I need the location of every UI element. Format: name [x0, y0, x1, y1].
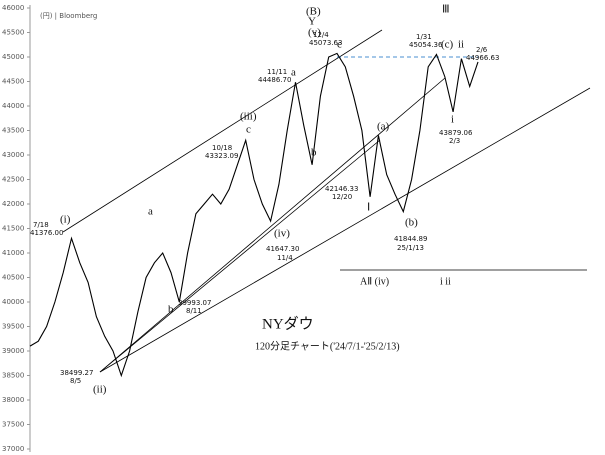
channel-line	[99, 77, 446, 373]
annotation: 25/1/13	[397, 244, 424, 252]
y-tick-label: 38500	[2, 372, 24, 380]
annotation: i ii	[440, 276, 451, 287]
annotation: (円) | Bloomberg	[40, 12, 97, 20]
annotation: (B)	[306, 6, 321, 18]
annotation: Ⅲ	[442, 4, 450, 16]
y-tick-label: 39500	[2, 323, 24, 331]
annotation: 45054.36	[409, 41, 443, 49]
annotation: 39993.07	[178, 299, 211, 307]
annotation: b	[311, 147, 317, 159]
annotation: 1/31	[416, 33, 432, 41]
annotation: (b)	[405, 217, 418, 229]
y-tick-label: 42500	[2, 176, 24, 184]
y-tick-label: 42000	[2, 200, 24, 208]
channel-line	[99, 139, 381, 373]
annotation: (a)	[377, 121, 390, 133]
annotation: c	[337, 39, 342, 51]
y-tick-label: 41000	[2, 249, 24, 257]
annotation: (iii)	[240, 111, 257, 123]
annotation: 43879.06	[439, 129, 473, 137]
annotation: 45073.63	[309, 39, 342, 47]
annotation: a	[148, 206, 153, 218]
annotation: 2/6	[476, 46, 488, 54]
y-tick-label: 45500	[2, 29, 24, 37]
annotation: 120分足チャート('24/7/1-'25/2/13)	[255, 340, 400, 352]
annotation: c	[246, 124, 251, 136]
annotation: (iv)	[274, 228, 290, 240]
y-tick-label: 44000	[2, 102, 24, 110]
annotation: 11/11	[267, 68, 287, 76]
y-tick-label: 38000	[2, 396, 24, 404]
y-tick-label: 46000	[2, 4, 24, 12]
y-tick-label: 37500	[2, 421, 24, 429]
annotation: Ⅰ	[367, 202, 370, 214]
annotation: 38499.27	[60, 369, 93, 377]
annotation: ii	[458, 39, 464, 51]
annotation: (v)	[308, 27, 321, 39]
annotation: 2/3	[449, 137, 460, 145]
annotation: (c)	[441, 39, 454, 51]
annotation: 41647.30	[266, 245, 299, 253]
y-tick-label: 41500	[2, 225, 24, 233]
channel-line	[62, 29, 383, 233]
annotation: AⅡ (iv)	[360, 276, 389, 287]
annotation: a	[291, 67, 296, 79]
annotation: 10/18	[212, 144, 232, 152]
annotation: Y	[308, 16, 316, 28]
y-tick-label: 39000	[2, 347, 24, 355]
annotation: NYダウ	[262, 315, 314, 332]
y-tick-label: 43500	[2, 127, 24, 135]
annotation: (ii)	[93, 384, 107, 396]
annotation: i	[451, 114, 454, 126]
y-tick-label: 37000	[2, 445, 24, 453]
annotation: 8/11	[186, 307, 202, 315]
y-tick-label: 45000	[2, 53, 24, 61]
annotation: 44966.63	[466, 54, 499, 62]
annotation: 11/4	[277, 254, 293, 262]
y-tick-label: 44500	[2, 78, 24, 86]
annotation: 12/20	[332, 193, 352, 201]
annotation: 7/18	[33, 221, 49, 229]
y-tick-label: 40500	[2, 274, 24, 282]
annotation: 8/5	[70, 377, 81, 385]
channel-line	[99, 87, 591, 373]
annotation: 43323.09	[205, 152, 238, 160]
y-tick-label: 40000	[2, 298, 24, 306]
annotation: b	[168, 304, 174, 316]
annotation: 41844.89	[394, 235, 427, 243]
annotation: (i)	[60, 214, 71, 226]
trend-lines	[62, 29, 591, 373]
annotation: 12/4	[313, 31, 329, 39]
y-tick-label: 43000	[2, 151, 24, 159]
price-line	[29, 52, 479, 378]
annotation: 42146.33	[325, 185, 358, 193]
annotation: 41376.00	[30, 229, 63, 237]
annotation: 44486.70	[258, 76, 291, 84]
